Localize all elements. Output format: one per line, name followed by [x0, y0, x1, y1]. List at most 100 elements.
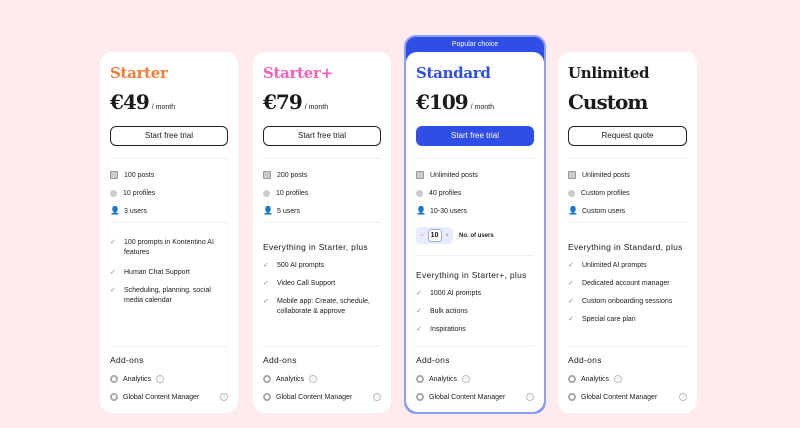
limit-users: 👤 10-30 users [416, 206, 534, 216]
start-free-trial-button[interactable]: Start free trial [416, 126, 534, 146]
feature-text: Scheduling, planning, social media calen… [124, 287, 211, 304]
addon-global-content-manager[interactable]: Global Content Manager i [568, 392, 687, 402]
feature-item: ✓ 1000 AI prompts [416, 289, 534, 299]
users-count-input[interactable]: 10 [427, 229, 442, 242]
check-icon: ✓ [568, 262, 574, 269]
addon-global-content-manager[interactable]: Global Content Manager i [110, 392, 228, 402]
divider [110, 222, 228, 223]
addon-analytics[interactable]: Analytics i [263, 374, 381, 384]
limit-text: 10 profiles [123, 189, 156, 197]
plan-name: Unlimited [568, 64, 650, 82]
addon-icon [263, 375, 271, 383]
plan-name: Standard [416, 64, 491, 82]
addon-analytics[interactable]: Analytics i [416, 374, 534, 384]
check-icon: ✓ [110, 269, 116, 276]
addon-icon [263, 393, 271, 401]
feature-text: 500 AI prompts [277, 262, 325, 269]
check-icon: ✓ [568, 316, 574, 323]
addon-analytics[interactable]: Analytics i [110, 374, 228, 384]
check-icon: ✓ [416, 308, 422, 315]
limit-users: 👤 3 users [110, 206, 228, 216]
addon-label: Global Content Manager [276, 393, 353, 401]
feature-item: ✓ 500 AI prompts [263, 261, 381, 271]
feature-item: ✓ Dedicated account manager [568, 279, 687, 289]
limit-text: Unlimited posts [582, 171, 630, 179]
addon-global-content-manager[interactable]: Global Content Manager i [416, 392, 534, 402]
addons-heading: Add-ons [263, 355, 297, 365]
limit-text: Unlimited posts [430, 171, 478, 179]
divider [416, 158, 534, 159]
addon-icon [568, 375, 576, 383]
addon-label: Analytics [123, 375, 152, 383]
price-period: / month [470, 104, 495, 111]
limit-text: 3 users [124, 207, 147, 215]
limit-text: 100 posts [124, 171, 155, 179]
info-icon[interactable]: i [220, 393, 228, 401]
info-icon[interactable]: i [156, 375, 165, 383]
limit-text: 10-30 users [430, 207, 467, 215]
limit-profiles: 40 profiles [416, 188, 534, 198]
feature-text: Unlimited AI prompts [582, 262, 647, 269]
addon-global-content-manager[interactable]: Global Content Manager i [263, 392, 381, 402]
addon-icon [416, 393, 424, 401]
popular-choice-badge: Popular choice [451, 41, 499, 48]
start-free-trial-button[interactable]: Start free trial [263, 126, 381, 146]
info-icon[interactable]: i [614, 375, 623, 383]
feature-item: ✓ Human Chat Support [110, 268, 228, 278]
feature-item: ✓ 100 prompts in Kontentino AI features [110, 238, 228, 258]
stepper-control: −10 + [416, 227, 454, 244]
plan-card-starter: Starter €49/ month Start free trial 100 … [100, 52, 238, 413]
feature-text: 100 prompts in Kontentino AI features [124, 239, 214, 256]
profiles-icon [263, 189, 270, 197]
divider [263, 222, 381, 223]
feature-item: ✓ Inspirations [416, 325, 534, 335]
limit-users: 👤 Custom users [568, 206, 687, 216]
limit-text: Custom profiles [581, 189, 630, 197]
addon-label: Analytics [429, 375, 458, 383]
limit-text: 40 profiles [429, 189, 462, 197]
check-icon: ✓ [568, 298, 574, 305]
feature-text: Dedicated account manager [582, 280, 670, 287]
features-heading: Everything in Starter, plus [263, 242, 368, 252]
addon-analytics[interactable]: Analytics i [568, 374, 687, 384]
stepper-label: No. of users [459, 232, 494, 239]
feature-text: Mobile app: Create, schedule, collaborat… [277, 298, 370, 315]
plan-price: €49/ month [110, 90, 228, 114]
divider [416, 255, 534, 256]
info-icon[interactable]: i [462, 375, 471, 383]
increment-button[interactable]: + [445, 232, 450, 239]
plan-price: €79/ month [263, 90, 381, 114]
check-icon: ✓ [416, 290, 422, 297]
plan-card-body: Standard €109/ month Start free trial Un… [406, 52, 544, 412]
plan-name: Starter [110, 64, 168, 82]
request-quote-button[interactable]: Request quote [568, 126, 687, 146]
divider [568, 222, 687, 223]
info-icon[interactable]: i [373, 393, 381, 401]
profiles-icon [416, 189, 423, 197]
price-value: €79 [263, 90, 303, 114]
features-heading: Everything in Standard, plus [568, 242, 683, 252]
limit-text: 10 profiles [276, 189, 309, 197]
info-icon[interactable]: i [309, 375, 318, 383]
feature-item: ✓ Video Call Support [263, 279, 381, 289]
limit-users: 👤 5 users [263, 206, 381, 216]
start-free-trial-button[interactable]: Start free trial [110, 126, 228, 146]
addon-icon [110, 375, 118, 383]
addons-heading: Add-ons [568, 355, 602, 365]
price-value: €109 [416, 90, 469, 114]
decrement-button[interactable]: − [420, 232, 424, 239]
feature-item: ✓ Bulk actions [416, 307, 534, 317]
feature-item: ✓ Scheduling, planning, social media cale… [110, 286, 228, 306]
feature-item: ✓ Mobile app: Create, schedule, collabora… [263, 297, 381, 317]
addon-label: Analytics [581, 375, 610, 383]
plan-card-unlimited: Unlimited Custom Request quote Unlimited… [558, 52, 697, 413]
divider [110, 158, 228, 159]
plan-price: €109/ month [416, 90, 534, 114]
users-stepper: −10 + No. of users [416, 227, 534, 244]
plan-name: Starter+ [263, 64, 333, 82]
check-icon: ✓ [568, 280, 574, 287]
info-icon[interactable]: i [679, 393, 687, 401]
divider [263, 158, 381, 159]
check-icon: ✓ [263, 262, 269, 269]
info-icon[interactable]: i [526, 393, 534, 401]
